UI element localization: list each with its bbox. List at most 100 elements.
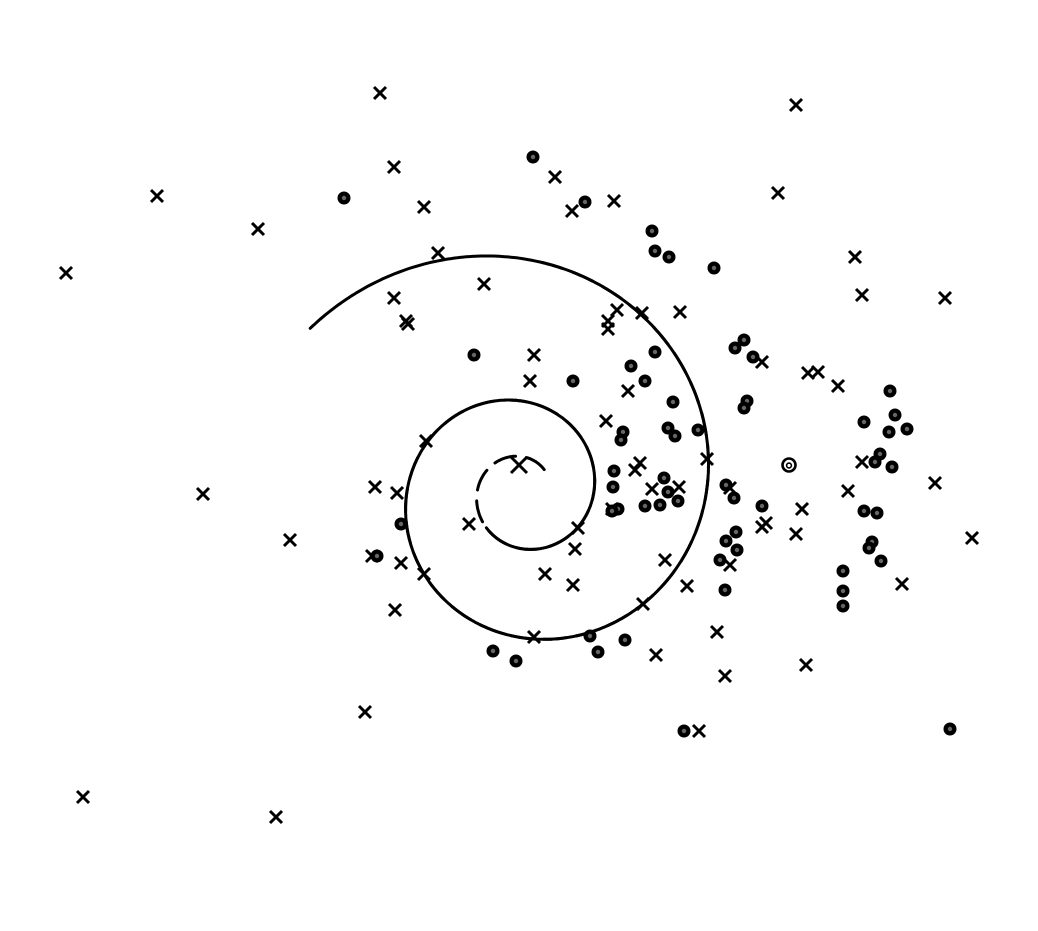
cross-marker — [526, 629, 542, 645]
cross-marker — [937, 290, 953, 306]
filled-circle-marker — [605, 504, 619, 518]
cross-marker — [418, 433, 434, 449]
cross-marker — [770, 185, 786, 201]
cross-marker — [149, 188, 165, 204]
filled-circle-marker — [868, 455, 882, 469]
filled-circle-marker — [836, 584, 850, 598]
filled-circle-marker — [668, 429, 682, 443]
cross-marker — [565, 577, 581, 593]
cross-marker — [620, 383, 636, 399]
filled-circle-marker — [394, 517, 408, 531]
cross-marker — [600, 321, 616, 337]
cross-marker — [810, 364, 826, 380]
cross-marker — [606, 193, 622, 209]
filled-circle-marker — [606, 480, 620, 494]
filled-circle-marker — [857, 415, 871, 429]
filled-circle-marker — [337, 191, 351, 205]
cross-marker — [570, 520, 586, 536]
filled-circle-marker — [727, 491, 741, 505]
cross-marker — [672, 304, 688, 320]
cross-marker — [709, 624, 725, 640]
filled-circle-marker — [662, 250, 676, 264]
filled-circle-marker — [713, 553, 727, 567]
filled-circle-marker — [737, 333, 751, 347]
filled-circle-marker — [728, 341, 742, 355]
cross-marker — [691, 723, 707, 739]
filled-circle-marker — [638, 499, 652, 513]
cross-marker — [372, 85, 388, 101]
cross-marker — [788, 97, 804, 113]
center-cross-marker — [509, 455, 529, 475]
cross-marker — [461, 516, 477, 532]
filled-circle-marker — [526, 150, 540, 164]
filled-circle-marker — [624, 359, 638, 373]
filled-circle-marker — [719, 534, 733, 548]
cross-marker — [537, 566, 553, 582]
cross-marker — [416, 566, 432, 582]
cross-marker — [522, 373, 538, 389]
filled-circle-marker — [882, 425, 896, 439]
spiral-arms — [308, 254, 710, 641]
filled-circle-marker — [883, 384, 897, 398]
cross-marker — [840, 483, 856, 499]
filled-circle-marker — [566, 374, 580, 388]
filled-circle-marker — [618, 633, 632, 647]
cross-marker — [387, 602, 403, 618]
cross-marker — [564, 203, 580, 219]
filled-circle-marker — [578, 195, 592, 209]
filled-circle-marker — [885, 460, 899, 474]
cross-marker — [894, 576, 910, 592]
cross-marker — [75, 789, 91, 805]
cross-marker — [250, 221, 266, 237]
filled-circle-marker — [645, 224, 659, 238]
filled-circle-marker — [467, 348, 481, 362]
cross-marker — [717, 668, 733, 684]
cross-marker — [699, 451, 715, 467]
cross-marker — [393, 555, 409, 571]
solid-arm — [308, 254, 710, 641]
filled-circle-marker — [591, 645, 605, 659]
cross-marker — [430, 245, 446, 261]
filled-circle-marker — [614, 433, 628, 447]
cross-marker — [648, 647, 664, 663]
filled-circle-marker — [677, 724, 691, 738]
filled-circle-marker — [836, 599, 850, 613]
filled-circle-marker — [661, 485, 675, 499]
cross-marker — [788, 526, 804, 542]
cross-marker — [416, 199, 432, 215]
cross-marker — [679, 578, 695, 594]
cross-marker — [964, 530, 980, 546]
cross-marker — [627, 462, 643, 478]
filled-circle-marker — [486, 644, 500, 658]
cross-marker — [567, 541, 583, 557]
filled-circle-marker — [746, 350, 760, 364]
cross-marker — [389, 485, 405, 501]
data-markers — [58, 85, 980, 825]
cross-marker — [282, 532, 298, 548]
cross-marker — [386, 290, 402, 306]
filled-circle-marker — [729, 525, 743, 539]
cross-marker — [798, 657, 814, 673]
cross-marker — [657, 552, 673, 568]
filled-circle-marker — [666, 395, 680, 409]
filled-circle-marker — [888, 408, 902, 422]
filled-circle-marker — [691, 423, 705, 437]
cross-marker — [357, 704, 373, 720]
filled-circle-marker — [648, 244, 662, 258]
filled-circle-marker — [671, 494, 685, 508]
cross-marker — [794, 501, 810, 517]
cross-marker — [671, 479, 687, 495]
filled-circle-marker — [657, 471, 671, 485]
open-circle-marker — [781, 457, 797, 473]
filled-circle-marker — [583, 629, 597, 643]
filled-circle-marker — [943, 722, 957, 736]
filled-circle-marker — [638, 374, 652, 388]
filled-circle-marker — [707, 261, 721, 275]
filled-circle-marker — [370, 549, 384, 563]
filled-circle-marker — [857, 504, 871, 518]
cross-marker — [830, 378, 846, 394]
dashed-arm — [404, 261, 710, 641]
cross-marker — [634, 305, 650, 321]
filled-circle-marker — [737, 401, 751, 415]
